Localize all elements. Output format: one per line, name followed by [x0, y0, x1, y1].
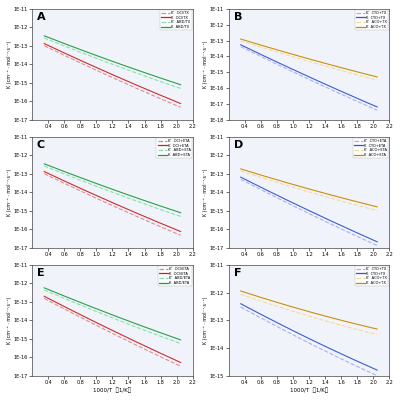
Legend: K'  OCl+ETA, K  OCl+ETA, K'  ABD+ETA, K  ABD+ETA: K' OCl+ETA, K OCl+ETA, K' ABD+ETA, K ABD…: [156, 138, 192, 158]
X-axis label: 1000/T  （1/K）: 1000/T （1/K）: [290, 388, 328, 393]
Y-axis label: K (cm⁻³ · mol⁻¹·s⁻¹): K (cm⁻³ · mol⁻¹·s⁻¹): [7, 169, 12, 216]
Text: A: A: [37, 12, 46, 22]
Legend: K'  CYO+ETA, K  CYO+ETA, K'  ACO+ETA, K  ACO+ETA: K' CYO+ETA, K CYO+ETA, K' ACO+ETA, K ACO…: [353, 138, 388, 158]
Legend: K'  CYO+TX, K  CYO+TX, K'  ACO+TX, K  ACO+TX: K' CYO+TX, K CYO+TX, K' ACO+TX, K ACO+TX: [355, 10, 388, 30]
Y-axis label: K (cm⁻³ · mol⁻¹·s⁻¹): K (cm⁻³ · mol⁻¹·s⁻¹): [7, 41, 12, 88]
X-axis label: 1000/T  （1/K）: 1000/T （1/K）: [94, 388, 132, 393]
Text: F: F: [234, 268, 241, 278]
Y-axis label: K (cm⁻³ · mol⁻¹·s⁻¹): K (cm⁻³ · mol⁻¹·s⁻¹): [7, 297, 12, 344]
Legend: K'  OCl/TX, K  OCl/TX, K'  ABD/TX, K  ABD/TX: K' OCl/TX, K OCl/TX, K' ABD/TX, K ABD/TX: [160, 10, 192, 30]
Legend: K'  OCl/ETA, K  OCl/ETA, K'  ABD/ETA, K  ABD/ETA: K' OCl/ETA, K OCl/ETA, K' ABD/ETA, K ABD…: [158, 266, 192, 286]
Text: E: E: [37, 268, 45, 278]
Y-axis label: K (cm⁻³ · mol⁻¹·s⁻¹): K (cm⁻³ · mol⁻¹·s⁻¹): [204, 169, 208, 216]
Legend: K'  CYO+TX, K  CYO+TX, K'  ACO+TX, K  ACO+TX: K' CYO+TX, K CYO+TX, K' ACO+TX, K ACO+TX: [355, 266, 388, 286]
Y-axis label: K (cm⁻³ · mol⁻¹·s⁻¹): K (cm⁻³ · mol⁻¹·s⁻¹): [204, 41, 208, 88]
Text: B: B: [234, 12, 242, 22]
Y-axis label: K (cm⁻³ · mol⁻¹·s⁻¹): K (cm⁻³ · mol⁻¹·s⁻¹): [204, 297, 208, 344]
Text: D: D: [234, 140, 243, 150]
Text: C: C: [37, 140, 45, 150]
